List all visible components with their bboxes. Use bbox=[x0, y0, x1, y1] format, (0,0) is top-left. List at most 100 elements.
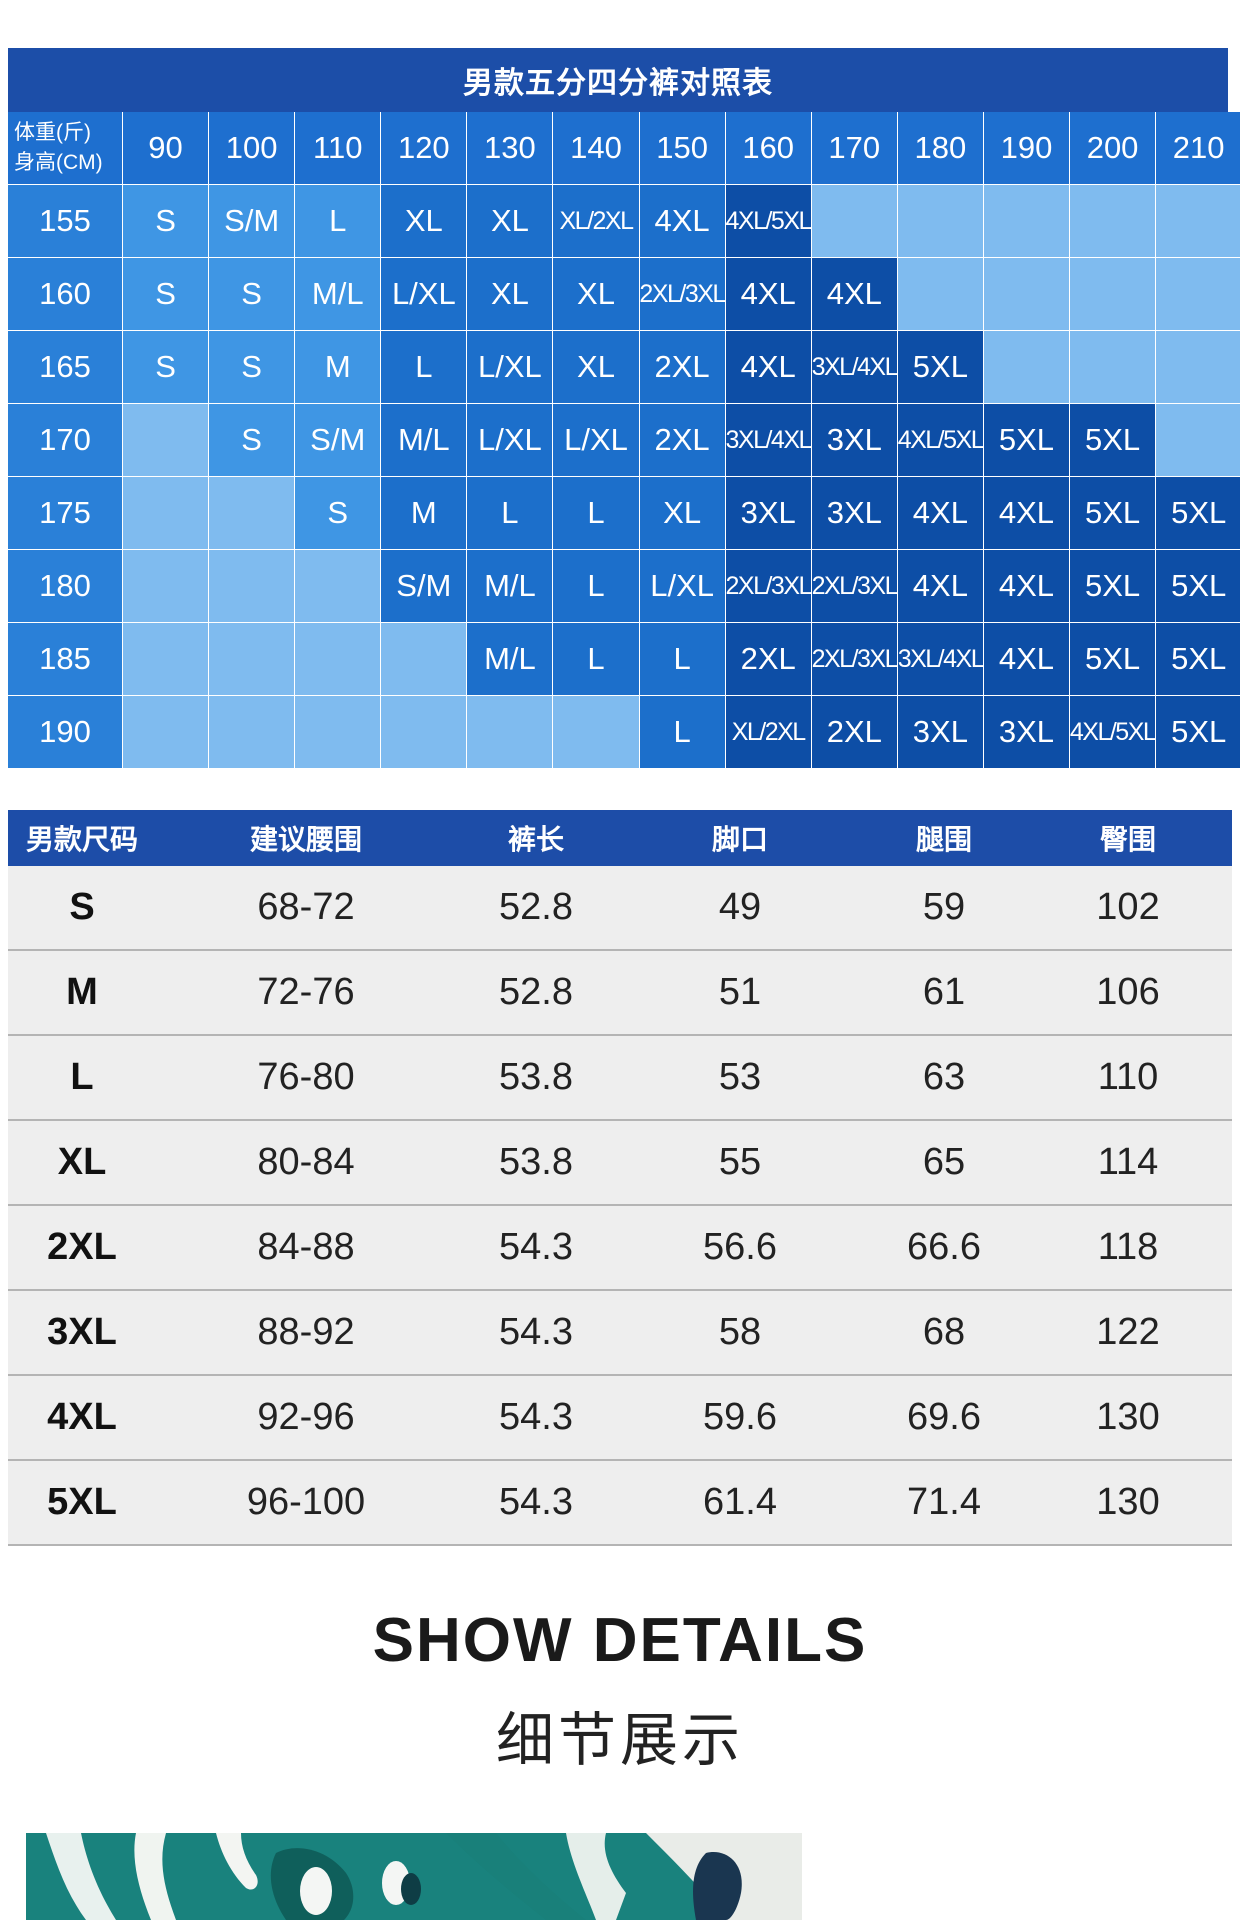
size-cell: 5XL bbox=[1156, 623, 1240, 695]
table-cell: 130 bbox=[1096, 1396, 1160, 1438]
size-cell: L bbox=[553, 550, 639, 622]
size-cell: M/L bbox=[381, 404, 467, 476]
size-cell bbox=[811, 185, 897, 257]
size-cell bbox=[123, 696, 209, 768]
size-cell bbox=[1070, 331, 1156, 403]
size-cell bbox=[295, 623, 381, 695]
size-cell: 4XL bbox=[725, 331, 811, 403]
table-cell: 96-100 bbox=[246, 1481, 366, 1523]
details-title: SHOW DETAILS bbox=[372, 1606, 868, 1675]
size-cell: S/M bbox=[295, 404, 381, 476]
height-axis-label: 身高(CM) bbox=[14, 151, 103, 174]
size-cell bbox=[897, 185, 983, 257]
size-cell: 4XL/5XL bbox=[897, 404, 983, 476]
table-cell: 118 bbox=[1097, 1226, 1159, 1268]
size-cell: 5XL bbox=[983, 404, 1070, 476]
table-cell: 122 bbox=[1096, 1311, 1160, 1353]
size-cell: 4XL bbox=[983, 477, 1070, 549]
table-cell: 49 bbox=[718, 886, 762, 928]
table-cell: 130 bbox=[1096, 1481, 1160, 1523]
height-header-180: 180 bbox=[8, 550, 122, 622]
size-cell: 2XL/3XL bbox=[811, 623, 897, 695]
size-cell: S bbox=[123, 258, 209, 330]
size-cell: XL bbox=[381, 185, 467, 257]
size-cell bbox=[553, 696, 639, 768]
size-cell bbox=[1070, 258, 1156, 330]
size-cell bbox=[123, 404, 209, 476]
table-cell: 54.3 bbox=[499, 1481, 573, 1523]
size-chart-title: 男款五分四分裤对照表 bbox=[8, 48, 1228, 112]
size-cell: 4XL bbox=[725, 258, 811, 330]
size-cell: M/L bbox=[467, 623, 553, 695]
size-cell: 4XL bbox=[897, 477, 983, 549]
height-header-175: 175 bbox=[8, 477, 122, 549]
weight-header-110: 110 bbox=[295, 112, 381, 184]
size-cell: XL bbox=[553, 331, 639, 403]
table-row: L 76-80 53.8 53 63 110 bbox=[8, 1036, 1232, 1121]
weight-header-210: 210 bbox=[1156, 112, 1240, 184]
size-cell: S bbox=[209, 258, 295, 330]
height-header-165: 165 bbox=[8, 331, 122, 403]
size-cell: 4XL bbox=[639, 185, 725, 257]
details-subtitle: 细节展示 bbox=[495, 1708, 744, 1773]
height-header-170: 170 bbox=[8, 404, 122, 476]
weight-header-170: 170 bbox=[811, 112, 897, 184]
size-label: 2XL bbox=[47, 1226, 117, 1268]
table-header-cell: 男款尺码 bbox=[25, 824, 138, 855]
table-cell: 65 bbox=[922, 1141, 966, 1183]
table-row: 4XL 92-96 54.3 59.6 69.6 130 bbox=[8, 1376, 1232, 1461]
size-cell bbox=[295, 550, 381, 622]
table-row: 5XL 96-100 54.3 61.4 71.4 130 bbox=[8, 1461, 1232, 1546]
size-cell: 3XL bbox=[811, 477, 897, 549]
measurement-table: 男款尺码 建议腰围 裤长 脚口 腿围 臀围 S 68-72 52.8 49 59 102 M 72-76… bbox=[8, 810, 1232, 1546]
size-cell: 2XL bbox=[639, 331, 725, 403]
size-cell bbox=[983, 331, 1070, 403]
size-cell: XL/2XL bbox=[553, 185, 639, 257]
size-cell: 2XL/3XL bbox=[811, 550, 897, 622]
size-cell: 5XL bbox=[1070, 404, 1156, 476]
size-cell: 5XL bbox=[1070, 550, 1156, 622]
measurement-table-header: 男款尺码 建议腰围 裤长 脚口 腿围 臀围 bbox=[8, 810, 1232, 866]
size-cell: XL bbox=[467, 258, 553, 330]
size-cell: XL/2XL bbox=[725, 696, 811, 768]
size-cell: 5XL bbox=[1156, 696, 1240, 768]
size-cell: S bbox=[209, 404, 295, 476]
size-chart-corner: 体重(斤) 身高(CM) bbox=[8, 112, 122, 184]
size-cell: 4XL bbox=[983, 623, 1070, 695]
size-cell: 2XL/3XL bbox=[639, 258, 725, 330]
size-cell bbox=[209, 550, 295, 622]
table-cell: 55 bbox=[718, 1141, 762, 1183]
size-label: L bbox=[70, 1056, 94, 1098]
table-cell: 58 bbox=[718, 1311, 762, 1353]
table-cell: 56.6 bbox=[703, 1226, 777, 1268]
table-cell: 114 bbox=[1097, 1141, 1159, 1183]
size-cell bbox=[983, 185, 1070, 257]
weight-axis-label: 体重(斤) bbox=[14, 121, 91, 144]
size-cell: 3XL bbox=[897, 696, 983, 768]
table-cell: 61 bbox=[922, 971, 966, 1013]
size-cell: L/XL bbox=[467, 404, 553, 476]
size-cell: L bbox=[381, 331, 467, 403]
size-chart: 男款五分四分裤对照表 体重(斤) 身高(CM) 90 100 110 120 130 14… bbox=[8, 48, 1240, 768]
weight-header-130: 130 bbox=[467, 112, 553, 184]
size-cell bbox=[1156, 258, 1240, 330]
size-cell: S/M bbox=[209, 185, 295, 257]
table-cell: 84-88 bbox=[257, 1226, 355, 1268]
size-cell: L/XL bbox=[639, 550, 725, 622]
size-cell: M/L bbox=[467, 550, 553, 622]
table-row: XL 80-84 53.8 55 65 114 bbox=[8, 1121, 1232, 1206]
height-header-190: 190 bbox=[8, 696, 122, 768]
size-cell bbox=[1156, 185, 1240, 257]
weight-header-150: 150 bbox=[639, 112, 725, 184]
size-cell: 3XL/4XL bbox=[811, 331, 897, 403]
size-cell: L/XL bbox=[467, 331, 553, 403]
table-cell: 68 bbox=[922, 1311, 966, 1353]
size-cell: XL bbox=[639, 477, 725, 549]
size-cell: 3XL bbox=[983, 696, 1070, 768]
size-chart-grid: 体重(斤) 身高(CM) 90 100 110 120 130 140 150 160 170 1… bbox=[8, 112, 1240, 768]
table-cell: 52.8 bbox=[499, 886, 573, 928]
table-cell: 92-96 bbox=[257, 1396, 355, 1438]
size-label: M bbox=[66, 971, 98, 1013]
table-cell: 72-76 bbox=[257, 971, 355, 1013]
size-cell: L bbox=[553, 477, 639, 549]
